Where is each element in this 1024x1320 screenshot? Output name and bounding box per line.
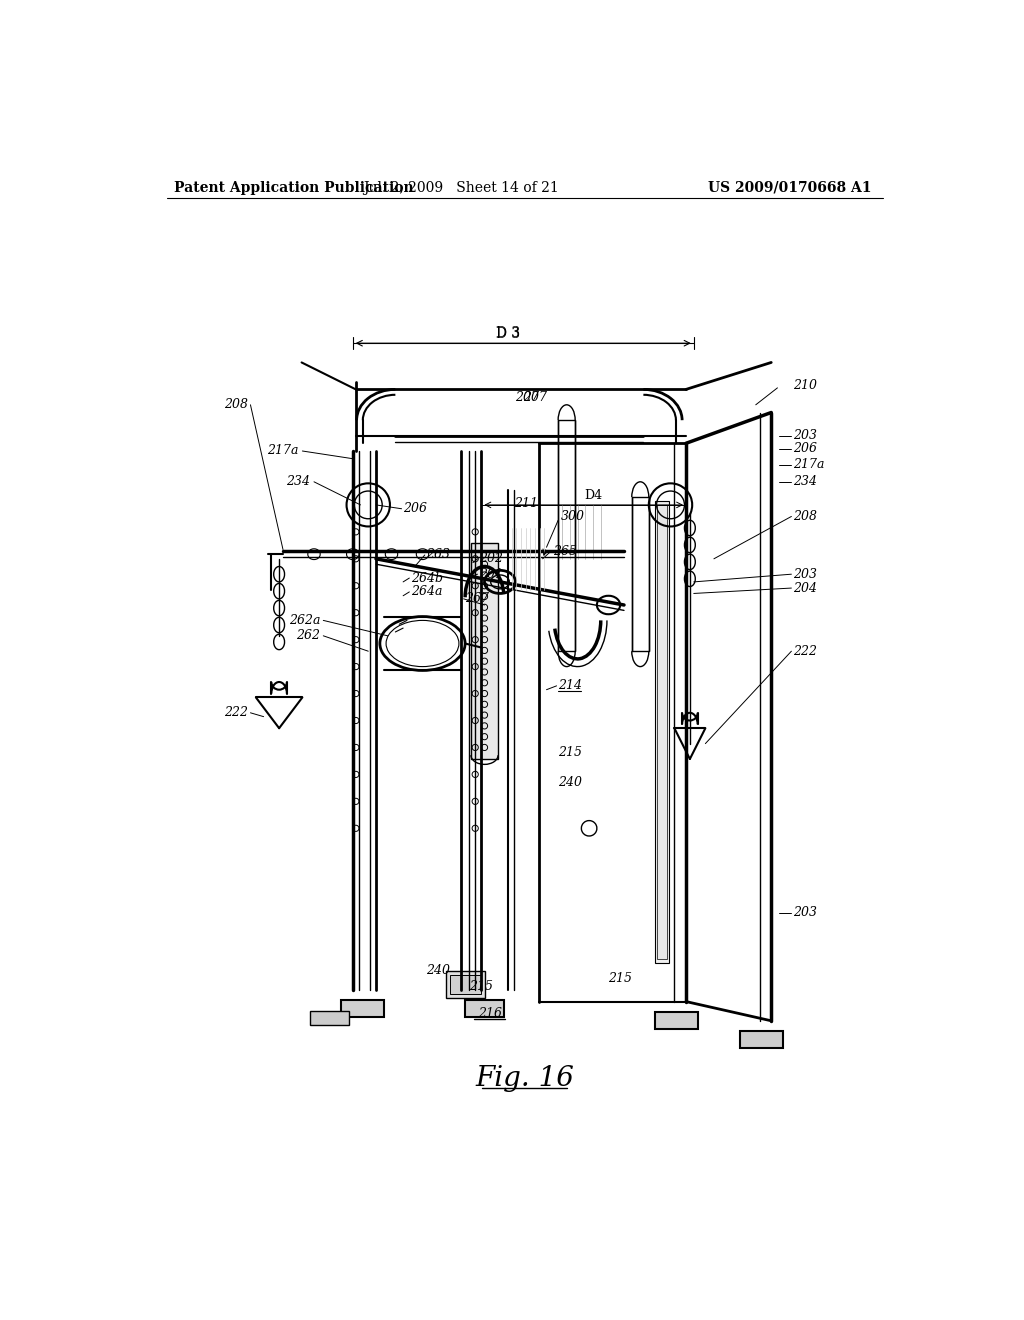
Text: 263: 263 — [426, 548, 451, 561]
Text: 265: 265 — [553, 545, 577, 557]
Bar — [632, 498, 649, 651]
Text: 207: 207 — [515, 391, 540, 404]
Text: Patent Application Publication: Patent Application Publication — [174, 181, 414, 194]
Text: 203: 203 — [793, 429, 817, 442]
Bar — [655, 502, 669, 964]
Text: 201: 201 — [479, 568, 503, 581]
Bar — [310, 1011, 349, 1024]
Text: D 3: D 3 — [496, 326, 520, 341]
Bar — [471, 544, 498, 759]
Text: 203: 203 — [793, 907, 817, 920]
Text: US 2009/0170668 A1: US 2009/0170668 A1 — [709, 181, 872, 194]
Text: 204: 204 — [793, 582, 817, 594]
Bar — [740, 1031, 783, 1048]
Text: 206: 206 — [403, 502, 427, 515]
Text: 216: 216 — [478, 1007, 502, 1019]
Bar — [656, 506, 668, 960]
Text: 234: 234 — [286, 475, 310, 488]
Text: 262: 262 — [296, 630, 321, 643]
Text: 207: 207 — [523, 391, 547, 404]
Bar — [465, 1001, 504, 1016]
Text: 211: 211 — [514, 496, 538, 510]
Text: 210: 210 — [793, 379, 817, 392]
Text: 234: 234 — [793, 475, 817, 488]
Text: 206: 206 — [793, 442, 817, 455]
Text: 222: 222 — [224, 706, 248, 719]
Text: 208: 208 — [793, 510, 817, 523]
Text: 217a: 217a — [267, 445, 299, 458]
Text: 217a: 217a — [793, 458, 824, 471]
Text: 222: 222 — [793, 644, 817, 657]
Text: 215: 215 — [558, 746, 582, 759]
Text: 262a: 262a — [289, 614, 321, 627]
Text: 215: 215 — [608, 972, 633, 985]
Bar — [450, 974, 480, 994]
Text: 240: 240 — [426, 964, 451, 977]
Text: Jul. 2, 2009   Sheet 14 of 21: Jul. 2, 2009 Sheet 14 of 21 — [364, 181, 559, 194]
Text: 203: 203 — [793, 568, 817, 581]
Text: 214: 214 — [558, 680, 582, 693]
Text: D 3: D 3 — [496, 327, 520, 341]
Text: 267: 267 — [465, 593, 489, 606]
Text: 208: 208 — [224, 399, 248, 412]
Bar — [655, 1011, 697, 1028]
Text: 264b: 264b — [411, 572, 442, 585]
Text: D4: D4 — [584, 490, 602, 502]
Bar — [445, 970, 484, 998]
Text: 300: 300 — [560, 510, 585, 523]
Text: 240: 240 — [558, 776, 582, 788]
Text: 264a: 264a — [411, 585, 442, 598]
Text: Fig. 16: Fig. 16 — [475, 1065, 574, 1092]
Text: 215: 215 — [469, 979, 493, 993]
Bar — [558, 420, 575, 651]
Bar — [341, 1001, 384, 1016]
Text: 202: 202 — [479, 552, 503, 565]
